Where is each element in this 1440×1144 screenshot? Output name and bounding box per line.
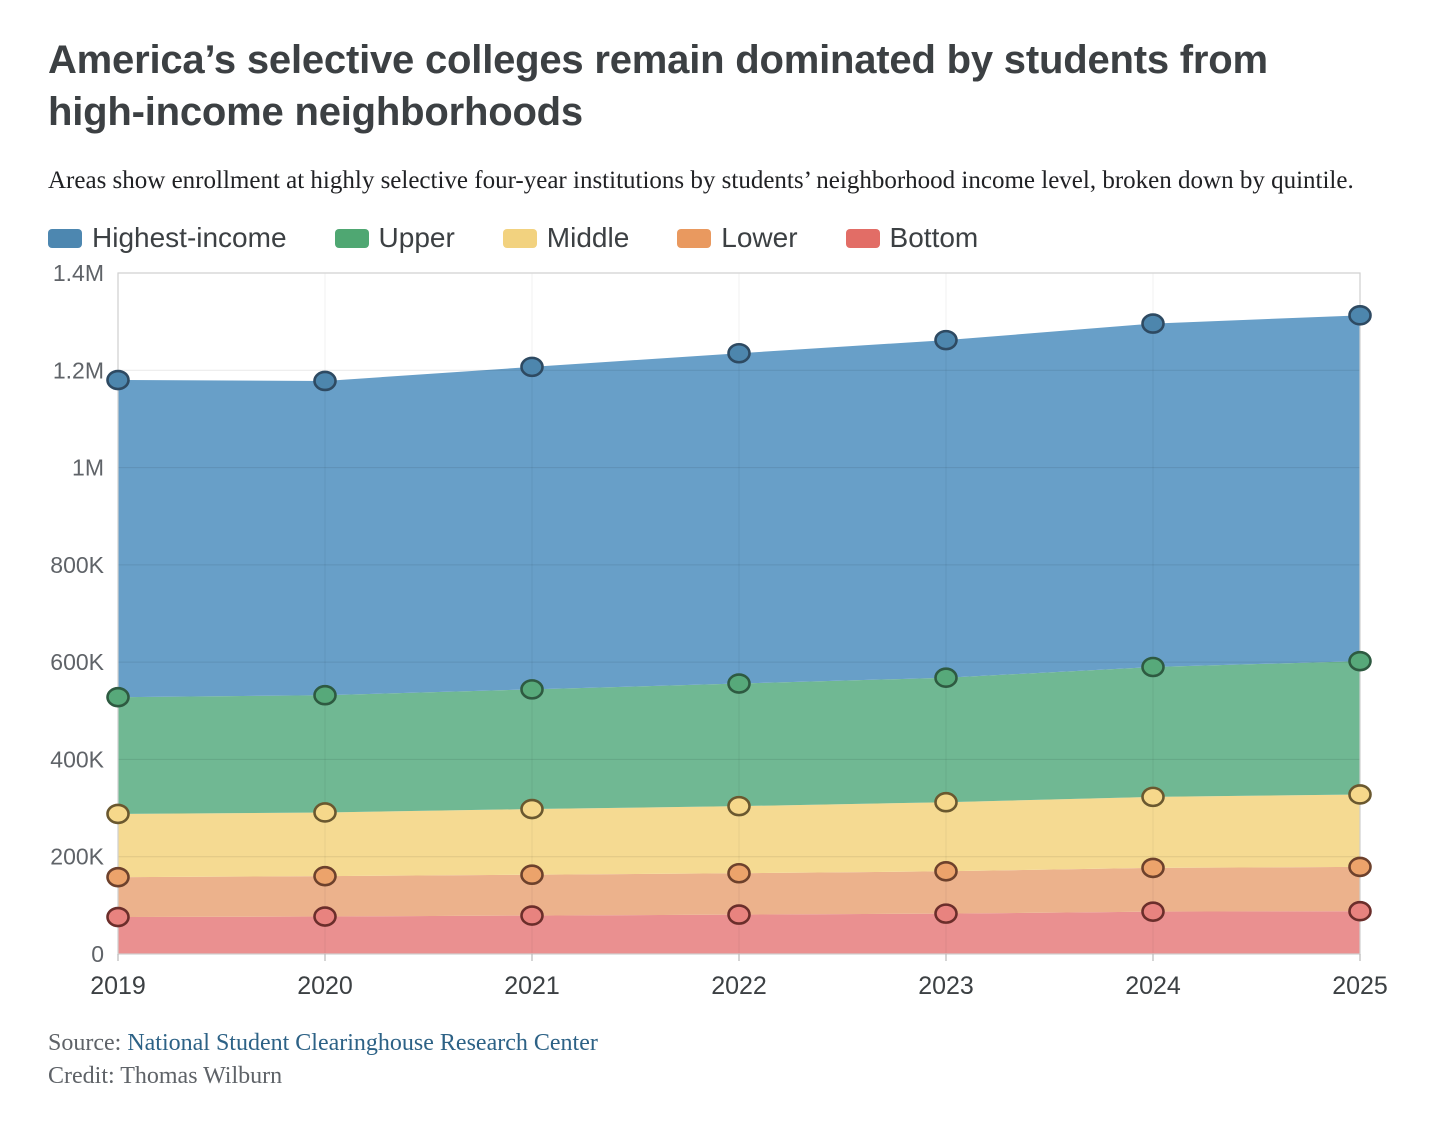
- x-axis-label: 2019: [90, 972, 146, 1000]
- data-point-lower[interactable]: [313, 865, 337, 887]
- legend-swatch-icon: [845, 228, 880, 248]
- area-upper: [118, 661, 1360, 814]
- data-point-middle[interactable]: [313, 802, 337, 823]
- x-axis-label: 2024: [1125, 972, 1181, 1000]
- data-point-middle[interactable]: [106, 803, 130, 825]
- data-point-highest-income[interactable]: [934, 329, 958, 351]
- data-point-middle[interactable]: [1348, 784, 1372, 805]
- legend-swatch-icon: [502, 228, 537, 248]
- footer: Source: National Student Clearinghouse R…: [48, 1027, 1400, 1093]
- data-point-highest-income[interactable]: [727, 342, 751, 364]
- y-axis-label: 600K: [50, 649, 104, 675]
- data-point-upper[interactable]: [313, 684, 337, 706]
- x-axis-label: 2025: [1332, 972, 1388, 1000]
- data-point-lower[interactable]: [106, 866, 130, 888]
- data-point-bottom[interactable]: [520, 905, 544, 926]
- data-point-lower[interactable]: [934, 861, 958, 882]
- source-label: Source:: [48, 1030, 128, 1056]
- legend-item-middle: Middle: [502, 222, 630, 253]
- y-axis-label: 400K: [50, 746, 104, 772]
- y-axis-label: 800K: [50, 552, 104, 578]
- legend-item-lower: Lower: [677, 222, 798, 253]
- data-point-highest-income[interactable]: [106, 369, 130, 391]
- data-point-bottom[interactable]: [313, 906, 337, 927]
- data-point-upper[interactable]: [106, 686, 130, 708]
- x-axis-label: 2023: [918, 972, 974, 1000]
- data-point-lower[interactable]: [727, 862, 751, 884]
- data-point-middle[interactable]: [520, 798, 544, 820]
- data-point-bottom[interactable]: [1141, 901, 1165, 922]
- area-lower: [118, 866, 1360, 918]
- stacked-area-chart: 0 200K 400K 600K 800K 1M 1.2M 1.4M 2019 2020 2021 2…: [50, 261, 1388, 1000]
- legend-label: Upper: [378, 222, 455, 253]
- legend-label: Lower: [721, 222, 798, 253]
- legend-swatch-icon: [677, 228, 712, 248]
- area-bottom: [118, 911, 1360, 954]
- data-point-bottom[interactable]: [727, 904, 751, 925]
- data-point-lower[interactable]: [1141, 857, 1165, 879]
- data-point-upper[interactable]: [1348, 650, 1372, 672]
- data-point-highest-income[interactable]: [1348, 305, 1372, 326]
- credit-line: Credit: Thomas Wilburn: [48, 1063, 283, 1089]
- legend-label: Highest-income: [92, 222, 287, 253]
- data-point-highest-income[interactable]: [520, 356, 544, 378]
- chart-subtitle: Areas show enrollment at highly selectiv…: [48, 167, 1354, 194]
- y-axis-label: 1.4M: [53, 261, 104, 286]
- data-point-lower[interactable]: [1348, 856, 1372, 878]
- source-link[interactable]: National Student Clearinghouse Research …: [127, 1030, 598, 1056]
- legend-item-highest-income: Highest-income: [48, 223, 287, 253]
- legend-swatch-icon: [334, 228, 369, 248]
- y-axis-label: 1.2M: [53, 357, 104, 383]
- legend-item-bottom: Bottom: [845, 222, 979, 253]
- page: America’s selective colleges remain domi…: [0, 38, 1400, 1093]
- legend-label: Bottom: [889, 222, 979, 253]
- y-axis-label: 0: [91, 941, 104, 967]
- y-axis-label: 200K: [50, 844, 104, 870]
- data-point-middle[interactable]: [727, 795, 751, 817]
- data-point-upper[interactable]: [520, 679, 544, 700]
- legend-swatch-icon: [48, 228, 82, 248]
- data-point-bottom[interactable]: [1348, 900, 1372, 922]
- legend: Highest-income Upper Middle Lower Bottom: [48, 223, 1400, 253]
- data-point-upper[interactable]: [934, 667, 958, 689]
- data-point-highest-income[interactable]: [1141, 313, 1165, 334]
- area-highest-income: [118, 315, 1360, 698]
- chart-title: America’s selective colleges remain domi…: [48, 38, 1268, 134]
- area-middle: [118, 794, 1360, 878]
- data-point-bottom[interactable]: [106, 906, 130, 928]
- data-point-lower[interactable]: [520, 864, 544, 886]
- chart-area: 0 200K 400K 600K 800K 1M 1.2M 1.4M 2019 2020 2021 2…: [0, 261, 1400, 1013]
- x-axis-label: 2021: [504, 972, 560, 1000]
- data-point-upper[interactable]: [727, 673, 751, 694]
- data-point-highest-income[interactable]: [313, 370, 337, 392]
- source-line: Source: National Student Clearinghouse R…: [48, 1027, 1400, 1060]
- x-axis-label: 2022: [711, 972, 767, 1000]
- legend-item-upper: Upper: [334, 222, 455, 253]
- data-point-middle[interactable]: [1141, 786, 1165, 808]
- data-point-upper[interactable]: [1141, 656, 1165, 678]
- x-axis-label: 2020: [297, 972, 353, 1000]
- data-point-middle[interactable]: [934, 791, 958, 813]
- data-point-bottom[interactable]: [934, 903, 958, 924]
- legend-label: Middle: [546, 222, 630, 253]
- y-axis-label: 1M: [72, 455, 104, 481]
